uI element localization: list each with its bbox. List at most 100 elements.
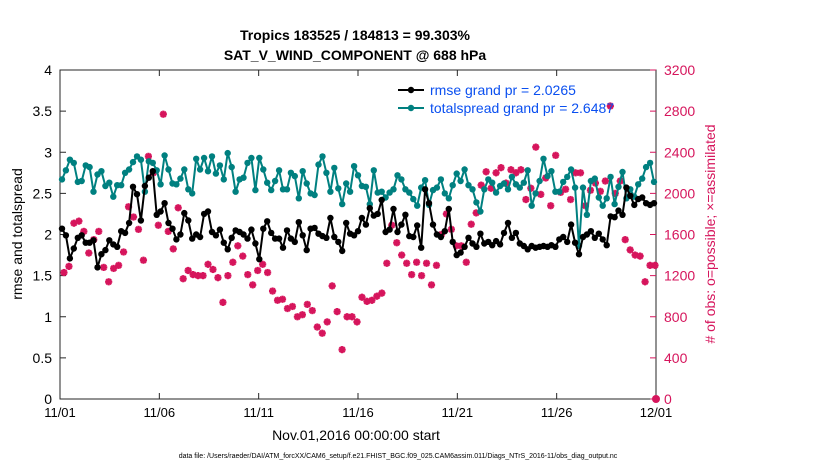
totalspread-point (437, 176, 445, 183)
rmse-point (161, 200, 168, 207)
totalspread-point (228, 163, 235, 171)
obs-assimilated-marker (184, 266, 192, 275)
y-tick-label: 0 (44, 391, 52, 407)
obs-marker-stroke (120, 248, 127, 256)
rmse-point (220, 239, 227, 246)
rmse-point (591, 234, 598, 241)
obs-assimilated-marker (288, 302, 297, 311)
obs-assimilated-marker (552, 151, 560, 159)
obs-assimilated-marker (338, 346, 346, 354)
obs-marker-stroke (532, 143, 540, 151)
rmse-point (496, 241, 504, 248)
rmse-point (639, 194, 646, 201)
obs-assimilated-marker (85, 249, 93, 257)
obs-assimilated-marker (229, 258, 237, 266)
x-tick-label: 11/01 (44, 405, 76, 420)
rmse-point (339, 247, 346, 255)
rmse-point (567, 221, 575, 228)
rmse-point (177, 231, 184, 238)
obs-marker-stroke (601, 177, 609, 185)
obs-marker-stroke (214, 274, 222, 282)
x-tick-label: 11/06 (144, 405, 176, 420)
totalspread-point (540, 155, 547, 162)
obs-marker-stroke (577, 169, 584, 177)
totalspread-point (208, 153, 216, 160)
obs-marker-stroke (264, 269, 271, 276)
rmse-point (295, 219, 302, 226)
obs-assimilated-marker (119, 248, 128, 256)
totalspread-point (157, 181, 164, 188)
obs-assimilated-marker (209, 265, 217, 274)
rmse-point (437, 233, 445, 241)
rmse-point (125, 219, 133, 227)
obs-marker-stroke (289, 303, 296, 310)
obs-assimilated-marker (129, 213, 138, 221)
rmse-point (275, 235, 283, 242)
rmse-point (575, 251, 583, 258)
totalspread-point (504, 186, 512, 193)
totalspread-point (78, 177, 85, 185)
obs-marker-stroke (199, 272, 207, 279)
totalspread-point (125, 166, 133, 173)
rmse-point (457, 249, 464, 256)
totalspread-point (560, 178, 567, 186)
rmse-point (145, 174, 152, 181)
totalspread-point (548, 168, 555, 175)
totalspread-point (212, 170, 220, 177)
rmse-point (394, 228, 401, 236)
obs-assimilated-marker (432, 261, 441, 269)
rmse-point (90, 237, 97, 244)
obs-marker-stroke (244, 271, 252, 278)
totalspread-point (370, 167, 377, 174)
obs-marker-stroke (651, 261, 659, 269)
totalspread-point (339, 200, 346, 208)
rmse-point (157, 208, 164, 215)
x-tick-label: 11/16 (342, 405, 374, 420)
obs-assimilated-marker (259, 260, 267, 268)
totalspread-point (465, 182, 472, 189)
rmse-point (445, 205, 452, 213)
totalspread-point (571, 184, 579, 191)
rmse-point (106, 237, 113, 244)
obs-assimilated-marker (537, 190, 545, 199)
totalspread-point (315, 161, 322, 168)
totalspread-point (390, 186, 397, 193)
obs-marker-stroke (547, 202, 555, 210)
obs-assimilated-marker (492, 169, 500, 177)
rmse-point (374, 210, 381, 218)
obs-assimilated-marker (422, 259, 431, 267)
totalspread-point (599, 202, 606, 209)
totalspread-point (595, 194, 602, 201)
y-tick-label: 0.5 (33, 350, 53, 366)
rmse-point (78, 232, 85, 239)
legend: rmse grand pr = 2.0265 totalspread grand… (398, 82, 614, 116)
obs-marker-stroke (462, 258, 470, 266)
obs-marker-stroke (641, 278, 649, 286)
totalspread-point (283, 186, 291, 193)
totalspread-point (445, 195, 452, 202)
obs-marker-stroke (433, 261, 440, 269)
rmse-point (461, 243, 468, 250)
obs-assimilated-marker (413, 258, 421, 266)
obs-assimilated-marker (621, 236, 629, 244)
totalspread-point (189, 190, 196, 197)
x-tick-label: 12/01 (640, 405, 673, 420)
rmse-point (252, 240, 259, 247)
totalspread-point (461, 166, 468, 173)
rmse-point (114, 243, 121, 250)
totalspread-point (433, 184, 441, 191)
obs-marker-stroke (179, 275, 187, 283)
totalspread-point (394, 172, 401, 179)
obs-marker-stroke (209, 266, 217, 273)
rmse-point (611, 214, 618, 221)
x-tick-label: 11/21 (442, 405, 474, 420)
x-axis-label: Nov.01,2016 00:00:00 start (272, 427, 440, 443)
rmse-point (429, 221, 437, 228)
obs-assimilated-marker (348, 313, 356, 321)
rmse-point (212, 232, 220, 239)
rmse-point (425, 200, 433, 207)
obs-assimilated-marker (368, 296, 376, 304)
obs-assimilated-marker (95, 227, 103, 236)
rmse-point (623, 184, 630, 191)
totalspread-point (90, 188, 97, 195)
